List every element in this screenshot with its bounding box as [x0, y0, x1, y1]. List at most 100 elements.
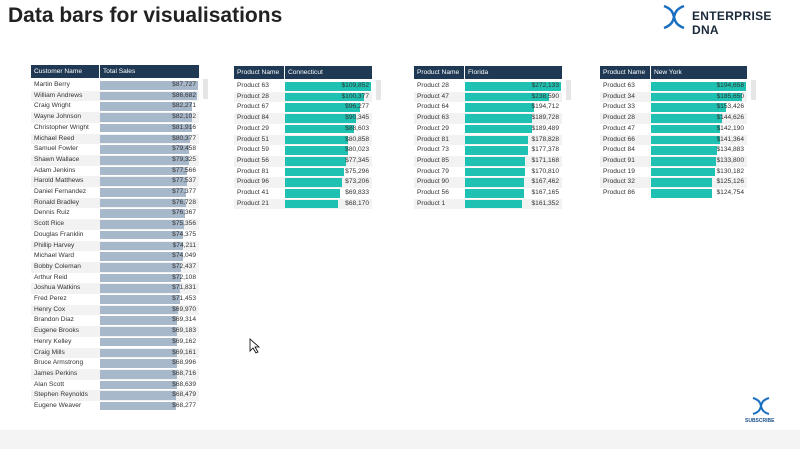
- data-bar: [100, 81, 198, 90]
- logo-text: ENTERPRISE DNA: [692, 9, 772, 37]
- row-label: Ronald Bradley: [34, 198, 80, 206]
- footer-band: [0, 430, 800, 449]
- table-row: William Andrews $86,682: [31, 90, 199, 102]
- table-row: Product 81 $75,296: [234, 166, 372, 178]
- row-label: Joshua Watkins: [34, 284, 81, 292]
- table-row: Adam Jenkins $77,566: [31, 165, 199, 177]
- value-label: $87,727: [172, 81, 196, 88]
- data-bar: [100, 252, 183, 261]
- table-header: Product Name Florida: [414, 66, 562, 79]
- data-bar: [100, 166, 187, 176]
- column-header: Florida: [464, 66, 488, 79]
- value-label: $194,658: [716, 82, 744, 89]
- value-label: $134,883: [716, 146, 744, 154]
- data-bar: [285, 114, 356, 123]
- row-label: Stephen Reynolds: [34, 391, 88, 399]
- value-label: $68,996: [172, 359, 196, 367]
- table-row: Product 66 $141,364: [600, 134, 747, 146]
- value-label: $69,183: [172, 327, 196, 335]
- table-row: Product 56 $77,345: [234, 155, 372, 167]
- value-label: $82,102: [172, 113, 196, 121]
- table-row: Product 63 $194,658: [600, 81, 747, 92]
- data-bar: [465, 114, 532, 123]
- data-bar: [651, 135, 720, 145]
- value-label: $76,728: [172, 198, 196, 206]
- data-bar: [100, 220, 185, 229]
- table-row: James Perkins $68,716: [31, 368, 199, 380]
- value-label: $79,458: [172, 145, 196, 153]
- value-label: $75,296: [345, 167, 369, 175]
- table-row: Douglas Franklin $74,375: [31, 229, 199, 241]
- scrollbar: [566, 80, 571, 100]
- row-label: Fred Perez: [34, 295, 67, 302]
- row-label: Product 28: [237, 92, 269, 100]
- row-label: Product 64: [417, 103, 449, 111]
- row-label: Eugene Brooks: [34, 327, 80, 335]
- table-row: Craig Wright $82,271: [31, 101, 199, 113]
- table-row: Bobby Coleman $72,437: [31, 261, 199, 273]
- value-label: $238,590: [531, 92, 559, 100]
- table-header: Customer Name Total Sales: [31, 65, 199, 78]
- data-bar: [100, 123, 192, 133]
- data-bar: [285, 156, 346, 166]
- table-header: Product Name Connecticut: [234, 66, 372, 79]
- table-row: Michael Ward $74,049: [31, 251, 199, 262]
- subscribe-label[interactable]: SUBSCRIBE: [745, 418, 775, 424]
- data-bar: [100, 359, 178, 368]
- data-bar: [465, 82, 561, 91]
- data-bar: [285, 103, 361, 113]
- value-label: $100,377: [341, 92, 369, 100]
- table-row: Bruce Armstrong $68,996: [31, 358, 199, 369]
- row-label: Douglas Franklin: [34, 230, 84, 238]
- row-label: Bobby Coleman: [34, 262, 81, 270]
- row-label: Product 34: [603, 92, 635, 100]
- table-row: Product 47 $238,590: [414, 91, 562, 103]
- table-row: Stephen Reynolds $68,479: [31, 390, 199, 401]
- row-label: Product 28: [417, 82, 449, 89]
- data-bar: [100, 134, 190, 144]
- table-row: Product 28 $272,133: [414, 81, 562, 92]
- column-header: Product Name: [417, 69, 460, 76]
- table-row: Arthur Reid $72,108: [31, 272, 199, 284]
- value-label: $272,133: [531, 82, 559, 89]
- data-bar: [100, 209, 186, 219]
- column-header: Product Name: [237, 69, 280, 76]
- row-label: Phillip Harvey: [34, 241, 75, 249]
- value-label: $77,537: [172, 177, 196, 185]
- table-row: Daniel Fernandez $77,377: [31, 187, 199, 198]
- table-row: Product 56 $167,165: [414, 188, 562, 199]
- data-bar: [285, 82, 371, 91]
- row-label: Product 66: [603, 135, 635, 143]
- row-label: Product 63: [603, 82, 635, 89]
- row-label: Bruce Armstrong: [34, 359, 84, 367]
- row-label: Daniel Fernandez: [34, 188, 87, 195]
- value-label: $74,049: [172, 252, 196, 260]
- data-bar: [465, 167, 526, 177]
- value-label: $167,165: [531, 189, 559, 196]
- table-row: Product 81 $178,828: [414, 134, 562, 146]
- data-bar: [100, 188, 187, 197]
- row-label: Martin Berry: [34, 81, 70, 88]
- value-label: $77,566: [172, 166, 196, 174]
- column-header: Customer Name: [34, 68, 83, 75]
- value-label: $170,810: [531, 167, 559, 175]
- data-bar: [100, 316, 178, 326]
- scrollbar: [376, 80, 381, 100]
- value-label: $74,375: [172, 230, 196, 238]
- row-label: Craig Wright: [34, 102, 71, 110]
- table-row: Fred Perez $71,453: [31, 294, 199, 305]
- data-bar: [465, 135, 529, 145]
- scrollbar: [751, 80, 756, 100]
- row-label: Product 63: [237, 82, 269, 89]
- row-label: Product 21: [237, 199, 269, 207]
- data-bar: [651, 178, 713, 187]
- table-row: Product 63 $189,728: [414, 113, 562, 124]
- row-label: Product 90: [417, 178, 449, 186]
- row-label: Product 29: [417, 124, 449, 132]
- data-bar: [100, 380, 177, 390]
- data-bar: [285, 178, 343, 187]
- table-row: Product 63 $109,852: [234, 81, 372, 92]
- value-label: $77,377: [172, 188, 196, 195]
- row-label: Product 56: [237, 156, 269, 164]
- data-bar: [100, 102, 192, 112]
